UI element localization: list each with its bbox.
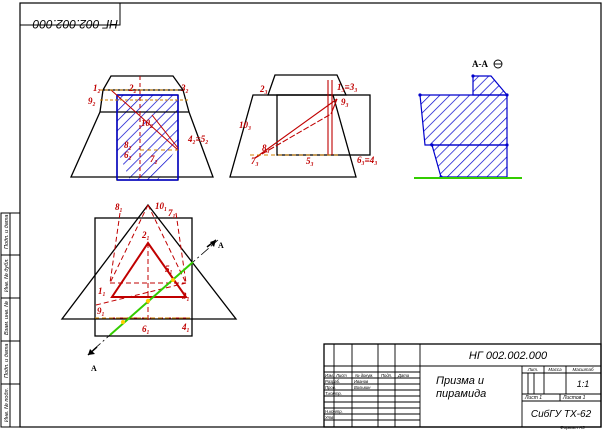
part-name-line1: Призма и [436,375,484,387]
point-label: 1₁ [98,286,106,296]
role: Утв. [325,415,335,420]
point-label: 2₃ [259,84,268,94]
role: Разраб. [325,379,340,384]
organization: СибГУ ТХ-62 [531,408,592,420]
mirrored-code-stamp: НГ 002.002.000 [19,2,121,31]
lit-header: Лит. [527,367,539,372]
title-block-text: НГ 002.002.000 Призма и пирамида СибГУ Т… [325,350,594,430]
side-stamp-cell: Подп. и дата [4,215,10,249]
scale-value: 1:1 [577,379,590,389]
role: Пров. [325,385,336,390]
point-label: 6₁ [142,324,150,334]
developer-name: Иванов [354,379,369,384]
cutting-plane [87,239,219,356]
title-block [323,343,602,428]
scale-header: Масштаб [572,367,593,372]
point-label: 2₁ [141,230,150,240]
row-header: Изм. [325,373,334,378]
format: Формат А3 [560,425,585,430]
row-header: № докум. [355,373,373,378]
sheet-frame [19,2,602,428]
section-view: А-А [414,59,522,179]
checker-name: Вольвин [354,385,371,390]
front-view-hatch [117,95,178,180]
point-label: 3₂ [180,83,189,93]
point-label: 9₁ [97,306,105,316]
front-view: 1₂ 2₂ 3₂ 9₂ 10₂ 8₂ 6₂ 7₂ 4₂≡5₂ [69,75,214,181]
point-label: 4₂≡5₂ [187,134,208,144]
point-label: 8₃ [262,143,270,153]
part-name-line2: пирамида [436,388,486,400]
point-label: 10₁ [155,201,167,211]
sheet-count: Листов 1 [562,395,586,401]
row-header: Подп. [381,373,392,378]
point-label: 5₁ [165,264,173,274]
section-rotation-icon [493,59,503,69]
role: Н.контр. [325,409,343,414]
point-label: 1₃≡3₃ [337,82,357,92]
role: Т.контр. [325,391,342,396]
point-label: 5₃ [306,156,314,166]
mirrored-code-text: НГ 002.002.000 [32,17,118,31]
row-header: Дата [397,373,410,378]
cut-letter-top: А [218,241,224,250]
point-label: 6₃≡4₃ [357,155,377,165]
side-stamp-cell: Инв. № подл. [4,388,10,422]
side-stamp-cell: Взам. инв. № [4,301,10,335]
point-label: 7₃ [251,156,259,166]
point-label: 4₁ [181,322,190,332]
section-label: А-А [472,59,488,69]
top-view: А А 8₁ 10₁ 7₁ 2₁ 5₁ 1₁ 3₁ 9₁ 6₁ 4₁ [60,201,238,373]
side-view: 2₃ 1₃≡3₃ 9₃ 10₃ 8₃ 7₃ 5₃ 6₃≡4₃ [229,74,377,178]
mass-header: Масса [548,367,562,372]
side-stamp-cell: Инв. № дубл. [4,258,10,292]
side-stamp [0,212,21,428]
row-header: Лист [335,373,347,378]
point-label: 6₂ [124,150,132,160]
point-label: 8₂ [124,140,132,150]
point-label: 10₃ [239,120,251,130]
point-label: 1₂ [93,83,101,93]
point-label: 7₂ [150,154,158,164]
point-label: 7₁ [168,208,176,218]
side-stamp-cell: Подп. и дата [4,344,10,378]
cut-letter-bottom: А [91,364,97,373]
sheet-number: Лист 1 [524,395,542,401]
point-label: 3₁ [181,291,190,301]
point-label: 9₃ [341,97,349,107]
point-label: 8₁ [115,202,123,212]
point-label: 2₂ [128,83,137,93]
point-label: 9₂ [88,96,96,106]
point-label: 10₂ [141,118,153,128]
designation: НГ 002.002.000 [469,350,548,362]
